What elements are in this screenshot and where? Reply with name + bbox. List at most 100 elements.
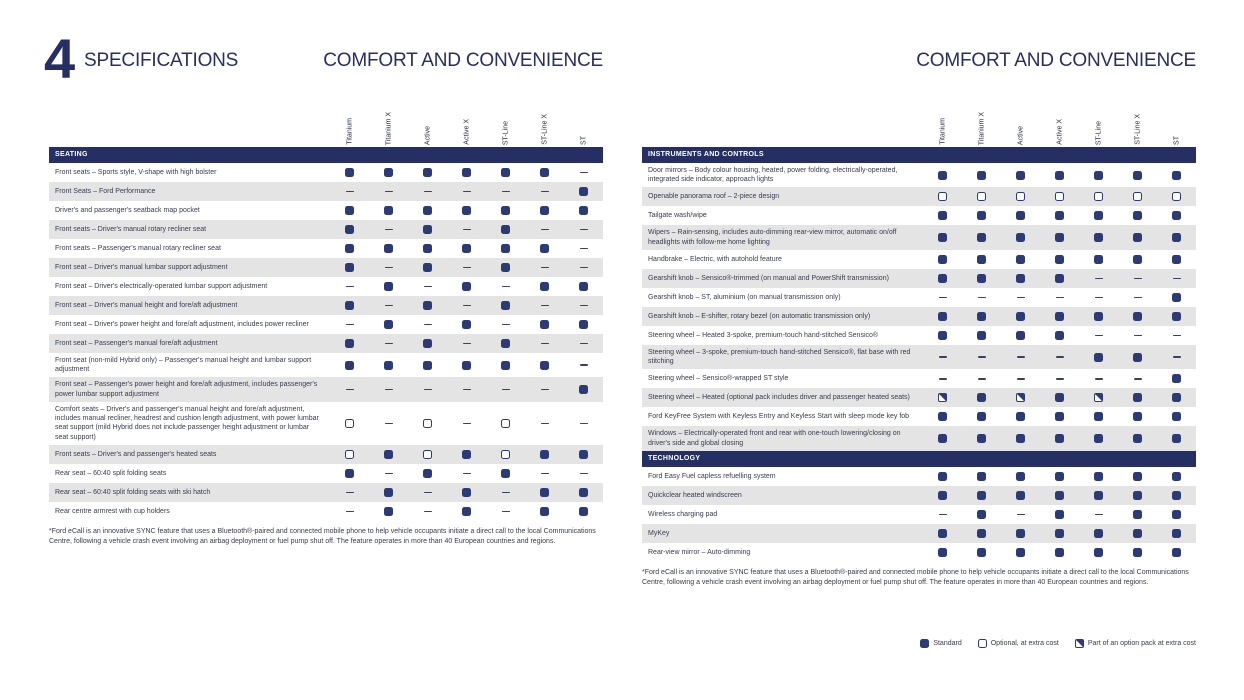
availability-cell (447, 487, 486, 497)
not-available-dash-icon (938, 356, 947, 358)
availability-cell (564, 506, 603, 516)
standard-icon (1172, 374, 1181, 384)
feature-label: Front seat – Driver's electrically-opera… (55, 282, 268, 290)
availability-cell (962, 356, 1001, 358)
availability-cell (1118, 211, 1157, 221)
availability-cell (564, 472, 603, 475)
standard-icon (1016, 211, 1025, 221)
standard-icon (1016, 490, 1025, 500)
trim-column-label: Titanium (346, 118, 353, 145)
standard-icon (1055, 233, 1064, 243)
availability-cell (1118, 378, 1157, 380)
standard-icon (1055, 254, 1064, 264)
availability-cell (1040, 233, 1079, 243)
header-spacer (49, 101, 330, 145)
availability-cell (923, 192, 962, 202)
table-row: Tailgate wash/wipe (642, 206, 1196, 226)
availability-cell (1157, 374, 1196, 384)
availability-cell (564, 342, 603, 345)
not-available-dash-icon (1016, 356, 1025, 358)
availability-cell (447, 360, 486, 370)
availability-cell (962, 311, 1001, 321)
availability-cell (447, 190, 486, 193)
availability-cell (962, 490, 1001, 500)
standard-icon (540, 168, 549, 177)
availability-cell (1118, 490, 1157, 500)
table-row: Handbrake – Electric, with autohold feat… (642, 249, 1196, 269)
availability-cell (564, 171, 603, 174)
feature-label: Front seat – Passenger's power height an… (55, 381, 318, 398)
availability-cell (1001, 330, 1040, 340)
table-row: Openable panorama roof – 2-piece design (642, 187, 1196, 207)
availability-cell (447, 506, 486, 516)
availability-cell (923, 254, 962, 264)
standard-icon (579, 282, 588, 291)
standard-icon (501, 263, 510, 272)
availability-cell (1157, 434, 1196, 444)
availability-cell (962, 393, 1001, 403)
standard-icon (1133, 254, 1142, 264)
trim-column-label: Titanium (939, 118, 946, 145)
standard-icon (501, 168, 510, 177)
standard-icon (1172, 412, 1181, 422)
availability-cell (525, 168, 564, 177)
standard-icon (501, 360, 510, 370)
availability-cell (1040, 434, 1079, 444)
availability-cell (1040, 412, 1079, 422)
ecall-footnote: *Ford eCall is an innovative SYNC featur… (49, 527, 596, 545)
section-header: TECHNOLOGY (642, 450, 1196, 467)
trim-column-header-active-x: Active X (447, 101, 486, 145)
availability-cell (369, 320, 408, 329)
availability-cell (923, 211, 962, 221)
feature-label: Door mirrors – Body colour housing, heat… (648, 167, 898, 184)
availability-cell (408, 285, 447, 288)
availability-cell (1157, 547, 1196, 557)
availability-cell (330, 449, 369, 459)
table-row: Ford KeyFree System with Keyless Entry a… (642, 407, 1196, 427)
not-available-dash-icon (579, 266, 588, 269)
feature-label: Wipers – Rain-sensing, includes auto-dim… (648, 229, 897, 246)
not-available-dash-icon (540, 342, 549, 345)
table-row: Gearshift knob – ST, aluminium (on manua… (642, 287, 1196, 307)
standard-icon (423, 206, 432, 215)
availability-cell (330, 244, 369, 253)
not-available-dash-icon (462, 342, 471, 345)
standard-icon (1172, 393, 1181, 403)
standard-icon (1172, 434, 1181, 444)
table-row: Front seat – Driver's electrically-opera… (49, 277, 603, 296)
trim-column-header-active: Active (1001, 101, 1040, 145)
not-available-dash-icon (1055, 378, 1064, 380)
standard-icon (1172, 490, 1181, 500)
standard-icon (1094, 547, 1103, 557)
standard-icon (501, 301, 510, 310)
optional-icon (501, 418, 510, 428)
availability-cell (369, 342, 408, 345)
availability-cell (1001, 513, 1040, 516)
standard-icon (938, 170, 947, 180)
legend-label: Standard (933, 640, 962, 647)
availability-cell (962, 192, 1001, 202)
trim-column-label: Active (424, 125, 431, 145)
not-available-dash-icon (345, 190, 354, 193)
standard-icon (423, 244, 432, 253)
availability-cell (923, 356, 962, 358)
availability-cell (1040, 528, 1079, 538)
availability-cell (525, 206, 564, 215)
table-row: Steering wheel – 3-spoke, premium-touch … (642, 344, 1196, 370)
standard-icon (1094, 352, 1103, 362)
standard-icon (938, 471, 947, 481)
availability-cell (330, 339, 369, 348)
standard-icon (1094, 311, 1103, 321)
table-row: Gearshift knob – E-shifter, rotary bezel… (642, 306, 1196, 326)
availability-cell (408, 225, 447, 234)
availability-cell (330, 510, 369, 513)
availability-cell (1001, 356, 1040, 358)
standard-icon (1055, 311, 1064, 321)
not-available-dash-icon (1094, 513, 1103, 516)
availability-cell (962, 170, 1001, 180)
table-row: Comfort seats – Driver's and passenger's… (49, 401, 603, 445)
trim-column-header-st: ST (564, 101, 603, 145)
availability-cell (1079, 528, 1118, 538)
availability-cell (564, 449, 603, 459)
not-available-dash-icon (540, 388, 549, 391)
